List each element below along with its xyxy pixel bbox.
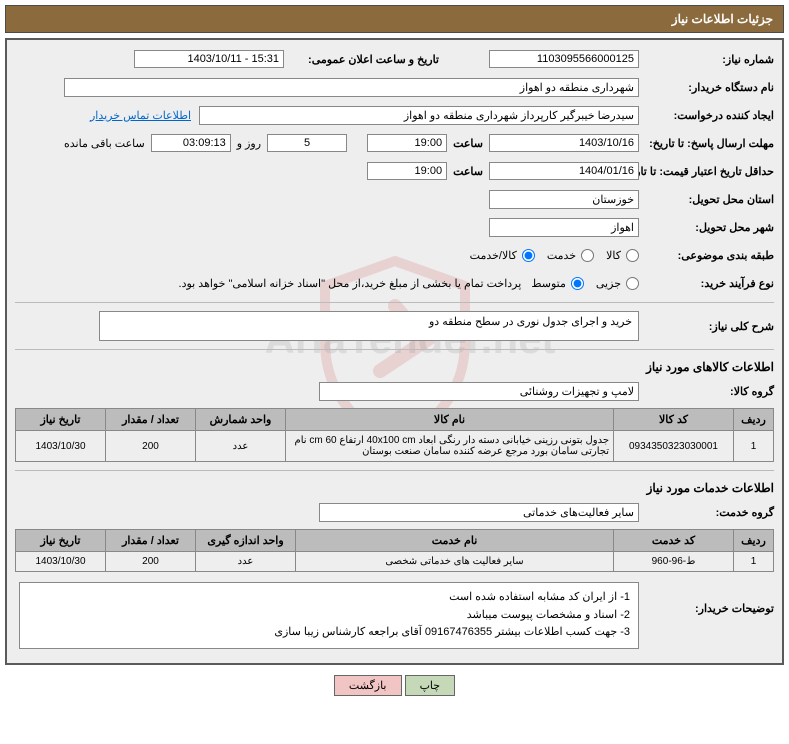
svc-cell-code: ط-96-960 xyxy=(614,552,734,572)
radio-goods-label: کالا xyxy=(606,249,621,262)
city-value: اهواز xyxy=(489,218,639,237)
svc-cell-row: 1 xyxy=(734,552,774,572)
divider-3 xyxy=(15,470,774,471)
radio-service-input[interactable] xyxy=(581,249,594,262)
category-label: طبقه بندی موضوعی: xyxy=(639,249,774,262)
summary-label: شرح کلی نیاز: xyxy=(639,320,774,333)
goods-table: ردیف کد کالا نام کالا واحد شمارش تعداد /… xyxy=(15,408,774,462)
service-group-value: سایر فعالیت‌های خدماتی xyxy=(319,503,639,522)
days-text: روز و xyxy=(231,137,267,150)
goods-th-unit: واحد شمارش xyxy=(196,409,286,431)
requester-label: ایجاد کننده درخواست: xyxy=(639,109,774,122)
summary-value: خرید و اجرای جدول نوری در سطح منطقه دو xyxy=(99,311,639,341)
deadline-date: 1403/10/16 xyxy=(489,134,639,152)
buyer-note-1: 1- از ایران کد مشابه استفاده شده است xyxy=(28,589,630,607)
remain-text: ساعت باقی مانده xyxy=(58,137,151,150)
buyer-org-value: شهرداری منطقه دو اهواز xyxy=(64,78,639,97)
province-label: استان محل تحویل: xyxy=(639,193,774,206)
page-header: جزئیات اطلاعات نیاز xyxy=(5,5,784,33)
category-radio-group: کالا خدمت کالا/خدمت xyxy=(470,249,639,262)
need-no-label: شماره نیاز: xyxy=(639,53,774,66)
radio-both-input[interactable] xyxy=(522,249,535,262)
validity-time: 19:00 xyxy=(367,162,447,180)
announce-dt-value: 1403/10/11 - 15:31 xyxy=(134,50,284,68)
goods-th-qty: تعداد / مقدار xyxy=(106,409,196,431)
buyer-note-2: 2- اسناد و مشخصات پیوست میباشد xyxy=(28,607,630,625)
deadline-label: مهلت ارسال پاسخ: تا تاریخ: xyxy=(639,137,774,150)
buyer-contact-link[interactable]: اطلاعات تماس خریدار xyxy=(90,109,191,122)
deadline-time: 19:00 xyxy=(367,134,447,152)
service-row: 1 ط-96-960 سایر فعالیت های خدماتی شخصی ع… xyxy=(16,552,774,572)
radio-both[interactable]: کالا/خدمت xyxy=(470,249,535,262)
service-group-label: گروه خدمت: xyxy=(639,506,774,519)
time-remaining: 03:09:13 xyxy=(151,134,231,152)
radio-partial[interactable]: جزیی xyxy=(596,277,639,290)
svc-th-date: تاریخ نیاز xyxy=(16,530,106,552)
svc-cell-date: 1403/10/30 xyxy=(16,552,106,572)
time-label-1: ساعت xyxy=(447,137,489,150)
goods-cell-code: 0934350323030001 xyxy=(614,431,734,462)
goods-cell-qty: 200 xyxy=(106,431,196,462)
process-label: نوع فرآیند خرید: xyxy=(639,277,774,290)
goods-th-code: کد کالا xyxy=(614,409,734,431)
province-value: خوزستان xyxy=(489,190,639,209)
goods-cell-date: 1403/10/30 xyxy=(16,431,106,462)
goods-cell-name: جدول بتونی رزینی خیابانی دسته دار رنگی ا… xyxy=(286,431,614,462)
radio-service[interactable]: خدمت xyxy=(547,249,594,262)
main-panel: AriaTender.net شماره نیاز: 1103095566000… xyxy=(5,38,784,665)
announce-dt-label: تاریخ و ساعت اعلان عمومی: xyxy=(284,53,439,66)
svc-cell-unit: عدد xyxy=(196,552,296,572)
goods-row: 1 0934350323030001 جدول بتونی رزینی خیاب… xyxy=(16,431,774,462)
goods-cell-row: 1 xyxy=(734,431,774,462)
svc-th-row: ردیف xyxy=(734,530,774,552)
svc-cell-qty: 200 xyxy=(106,552,196,572)
print-button[interactable]: چاپ xyxy=(405,675,456,696)
svc-th-code: کد خدمت xyxy=(614,530,734,552)
svc-cell-name: سایر فعالیت های خدماتی شخصی xyxy=(296,552,614,572)
back-button[interactable]: بازگشت xyxy=(334,675,402,696)
goods-th-name: نام کالا xyxy=(286,409,614,431)
need-no-value: 1103095566000125 xyxy=(489,50,639,68)
goods-cell-unit: عدد xyxy=(196,431,286,462)
days-remaining: 5 xyxy=(267,134,347,152)
buyer-org-label: نام دستگاه خریدار: xyxy=(639,81,774,94)
radio-both-label: کالا/خدمت xyxy=(470,249,517,262)
radio-partial-input[interactable] xyxy=(626,277,639,290)
buyer-notes-label: توضیحات خریدار: xyxy=(639,582,774,615)
buyer-notes-box: 1- از ایران کد مشابه استفاده شده است 2- … xyxy=(19,582,639,649)
radio-service-label: خدمت xyxy=(547,249,576,262)
goods-th-row: ردیف xyxy=(734,409,774,431)
goods-th-date: تاریخ نیاز xyxy=(16,409,106,431)
validity-date: 1404/01/16 xyxy=(489,162,639,180)
time-label-2: ساعت xyxy=(447,165,489,178)
process-radio-group: جزیی متوسط xyxy=(531,277,639,290)
svc-th-unit: واحد اندازه گیری xyxy=(196,530,296,552)
radio-medium-label: متوسط xyxy=(531,277,566,290)
process-note: پرداخت تمام یا بخشی از مبلغ خرید،از محل … xyxy=(179,277,522,290)
svc-th-qty: تعداد / مقدار xyxy=(106,530,196,552)
page-title: جزئیات اطلاعات نیاز xyxy=(672,12,773,26)
divider-2 xyxy=(15,349,774,350)
validity-label: حداقل تاریخ اعتبار قیمت: تا تاریخ: xyxy=(639,165,774,178)
radio-partial-label: جزیی xyxy=(596,277,621,290)
buyer-note-3: 3- جهت کسب اطلاعات بیشتر 09167476355 آقا… xyxy=(28,624,630,642)
radio-medium[interactable]: متوسط xyxy=(531,277,584,290)
divider-1 xyxy=(15,302,774,303)
radio-goods-input[interactable] xyxy=(626,249,639,262)
goods-section-title: اطلاعات کالاهای مورد نیاز xyxy=(15,360,774,374)
city-label: شهر محل تحویل: xyxy=(639,221,774,234)
services-section-title: اطلاعات خدمات مورد نیاز xyxy=(15,481,774,495)
goods-group-label: گروه کالا: xyxy=(639,385,774,398)
radio-goods[interactable]: کالا xyxy=(606,249,639,262)
button-bar: چاپ بازگشت xyxy=(5,675,784,696)
service-table: ردیف کد خدمت نام خدمت واحد اندازه گیری ت… xyxy=(15,529,774,572)
requester-value: سیدرضا خیبرگیر کارپرداز شهرداری منطقه دو… xyxy=(199,106,639,125)
goods-group-value: لامپ و تجهیزات روشنائی xyxy=(319,382,639,401)
svc-th-name: نام خدمت xyxy=(296,530,614,552)
radio-medium-input[interactable] xyxy=(571,277,584,290)
